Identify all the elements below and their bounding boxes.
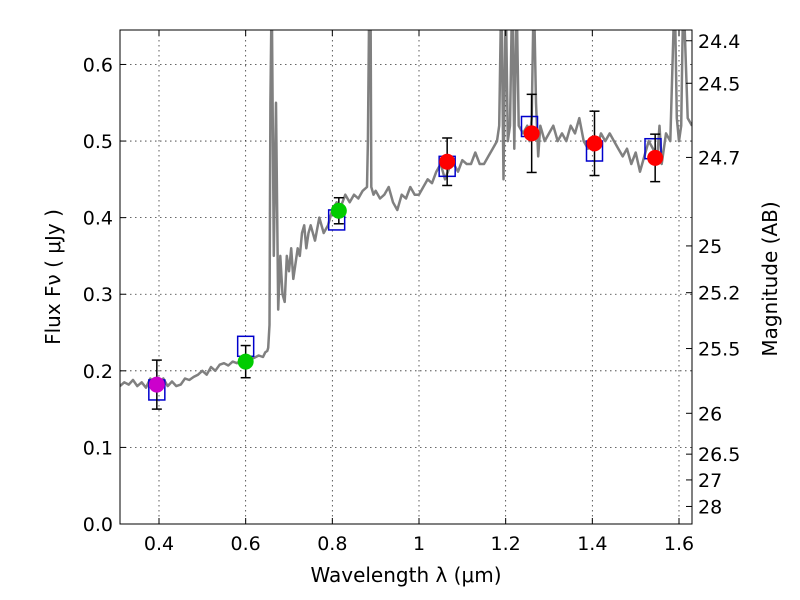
x-tick-label: 1.2 [491,533,521,555]
photometry-point [439,153,456,170]
y-tick-label: 0.6 [83,54,113,76]
mag-tick-label: 24.5 [698,73,740,95]
y-tick-label: 0.1 [83,437,113,459]
x-axis-title: Wavelength λ (μm) [310,563,501,587]
mag-tick-label: 27 [698,470,722,492]
mag-tick-label: 25.5 [698,339,740,361]
x-tick-label: 1.6 [664,533,694,555]
x-tick-label: 1 [413,533,425,555]
mag-tick-label: 24.7 [698,147,740,169]
axis-ticks: 0.4 0.6 0.8 1 1.2 1.4 1.6 0.0 0.1 0.2 0.3 0.4 0.5 0.6… [83,30,740,555]
mag-tick-label: 24.4 [698,31,740,53]
photometry-point [647,149,664,166]
x-tick-label: 1.4 [577,533,607,555]
mag-tick-label: 25.2 [698,283,740,305]
x-tick-label: 0.8 [317,533,347,555]
mag-tick-label: 26 [698,403,722,425]
photometry-point [330,202,347,219]
y2-axis-title: Magnitude (AB) [758,201,782,356]
photometry-point [523,125,540,142]
y-tick-label: 0.5 [83,131,113,153]
y-tick-label: 0.0 [83,514,113,536]
photometry-point [148,376,165,393]
photometry-point [237,353,254,370]
x-tick-label: 0.6 [231,533,261,555]
y-tick-label: 0.2 [83,361,113,383]
mag-tick-label: 25 [698,236,722,258]
axes-frame [119,29,693,525]
photometry-point [586,135,603,152]
y-tick-label: 0.3 [83,284,113,306]
mag-tick-label: 26.5 [698,444,740,466]
y-tick-label: 0.4 [83,208,113,230]
x-tick-label: 0.4 [144,533,174,555]
y-axis-title: Flux Fν ( μJy ) [41,209,65,345]
plot-area [120,30,692,410]
mag-tick-label: 28 [698,496,722,518]
